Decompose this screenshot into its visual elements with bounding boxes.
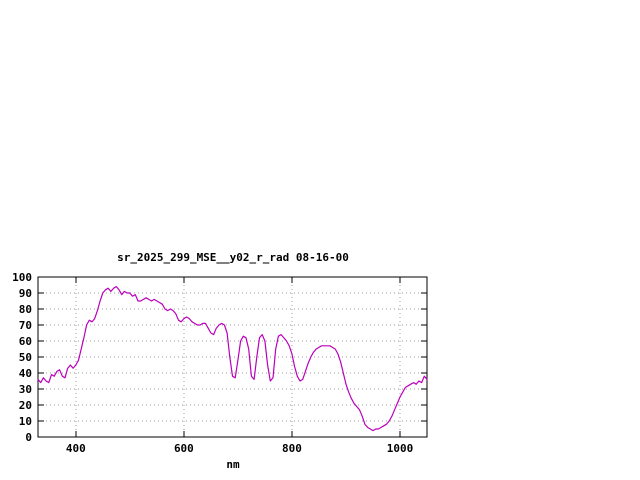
x-tick-label: 1000 (387, 442, 414, 455)
y-tick-label: 40 (19, 367, 32, 380)
x-tick-label: 400 (66, 442, 86, 455)
y-tick-label: 20 (19, 399, 32, 412)
y-tick-label: 30 (19, 383, 32, 396)
y-tick-label: 60 (19, 335, 32, 348)
y-tick-label: 50 (19, 351, 32, 364)
spectral-line (37, 286, 428, 432)
y-tick-label: 10 (19, 415, 32, 428)
y-tick-label: 0 (25, 431, 32, 444)
y-tick-label: 100 (12, 271, 32, 284)
x-tick-label: 600 (174, 442, 194, 455)
chart-title: sr_2025_299_MSE__y02_r_rad 08-16-00 (117, 251, 349, 264)
x-tick-label: 800 (282, 442, 302, 455)
x-axis-label: nm (226, 458, 240, 471)
y-tick-label: 80 (19, 303, 32, 316)
y-tick-label: 70 (19, 319, 32, 332)
y-tick-label: 90 (19, 287, 32, 300)
plot-border (37, 276, 428, 438)
